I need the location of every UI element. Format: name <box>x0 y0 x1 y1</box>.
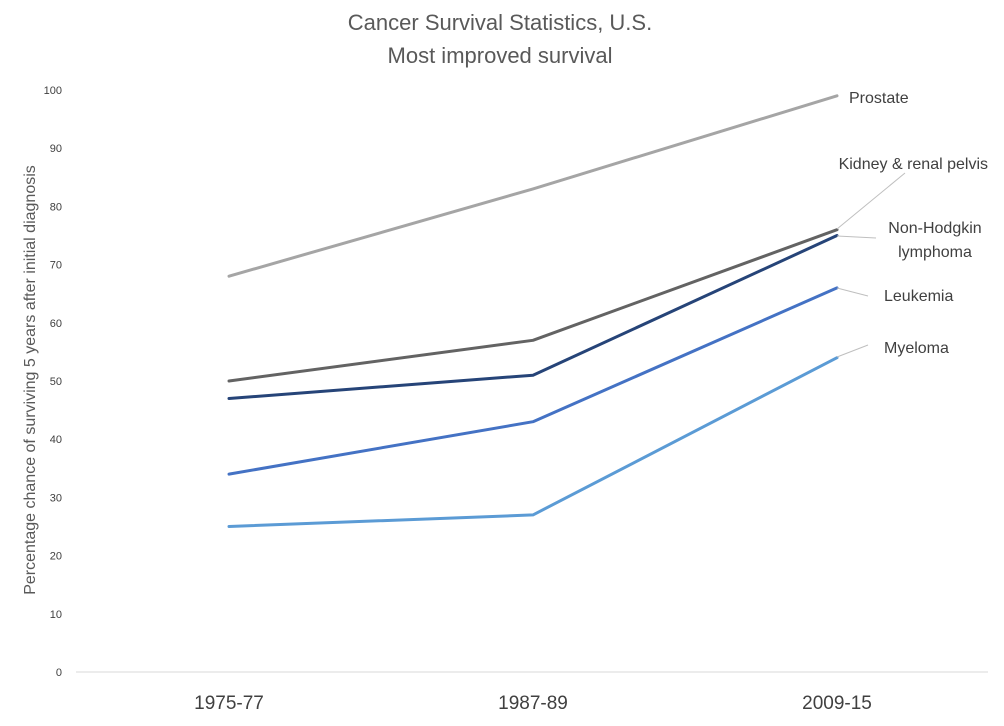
y-tick-label: 10 <box>50 609 62 621</box>
series-line-1 <box>227 228 839 383</box>
series-lines <box>227 94 839 528</box>
y-tick-label: 20 <box>50 551 62 563</box>
leader-line-4 <box>836 344 869 358</box>
series-line-2 <box>227 234 839 400</box>
x-axis-ticks: 1975-77 1987-89 2009-15 <box>194 693 872 714</box>
y-tick-label: 30 <box>50 492 62 504</box>
series-label: Prostate <box>849 90 909 107</box>
y-tick-label: 80 <box>50 201 62 213</box>
x-tick-label: 1987-89 <box>498 693 568 714</box>
y-axis-ticks: 0 10 20 30 40 50 60 70 80 90 100 <box>44 85 62 679</box>
label-leader-lines <box>836 172 906 358</box>
leader-line-1 <box>836 172 906 230</box>
chart-subtitle: Most improved survival <box>388 43 613 68</box>
series-label: Leukemia <box>884 288 953 305</box>
y-tick-label: 50 <box>50 376 62 388</box>
x-tick-label: 2009-15 <box>802 693 872 714</box>
y-tick-label: 90 <box>50 143 62 155</box>
y-tick-label: 60 <box>50 318 62 330</box>
y-axis-label: Percentage chance of surviving 5 years a… <box>22 165 39 595</box>
leader-line-3 <box>836 287 869 297</box>
y-tick-label: 100 <box>44 85 62 97</box>
y-tick-label: 70 <box>50 260 62 272</box>
y-tick-label: 40 <box>50 434 62 446</box>
series-label: Myeloma <box>884 340 949 357</box>
series-line-4 <box>227 356 839 528</box>
series-line-0 <box>227 94 839 278</box>
x-tick-label: 1975-77 <box>194 693 264 714</box>
series-label: Kidney & renal pelvis <box>839 156 988 173</box>
series-label: Non-Hodgkin lymphoma <box>888 220 981 261</box>
leader-line-2 <box>836 235 877 239</box>
series-line-3 <box>227 286 839 476</box>
chart-title: Cancer Survival Statistics, U.S. <box>348 10 652 35</box>
y-tick-label: 0 <box>56 667 62 679</box>
series-labels: Prostate Kidney & renal pelvis Non-Hodgkin… <box>839 90 988 357</box>
